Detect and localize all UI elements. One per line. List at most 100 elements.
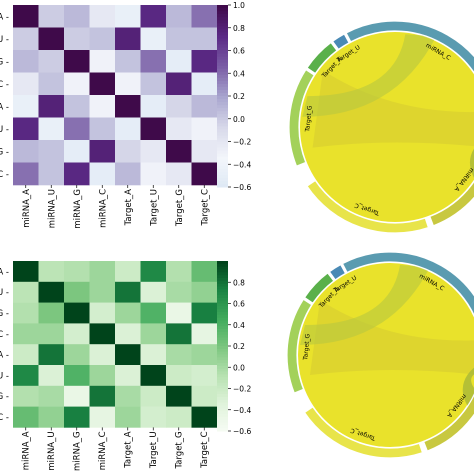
col-tick-label: miRNA_C bbox=[98, 189, 108, 228]
heatmap-cell bbox=[140, 117, 167, 141]
heatmap-cell bbox=[115, 344, 141, 366]
heatmap-cell bbox=[166, 72, 192, 96]
colorbar-segment bbox=[217, 411, 228, 415]
colorbar-segment bbox=[217, 141, 228, 146]
colorbar-segment bbox=[217, 156, 228, 161]
chord-segment-label: Target_G bbox=[302, 333, 312, 361]
heatmap-cell bbox=[38, 162, 65, 186]
chord-segment-arc bbox=[341, 251, 474, 317]
row-tick-label: Target_G - bbox=[0, 147, 9, 157]
colorbar-segment bbox=[217, 388, 228, 392]
colorbar-segment bbox=[217, 360, 228, 364]
heatmap-cell bbox=[166, 385, 192, 407]
heatmap-cell bbox=[140, 5, 167, 28]
heatmap-cell bbox=[64, 72, 90, 96]
colorbar-segment bbox=[217, 405, 228, 409]
row-tick-label: Target_G - bbox=[0, 392, 9, 402]
heatmap-cell bbox=[115, 50, 141, 73]
chord-ribbon bbox=[469, 148, 474, 178]
colorbar-segment bbox=[217, 340, 228, 344]
heatmap-cell bbox=[64, 5, 90, 28]
colorbar-segment bbox=[217, 425, 228, 429]
colorbar-segment bbox=[217, 83, 228, 88]
colorbar-segment bbox=[217, 86, 228, 91]
colorbar-segment bbox=[217, 414, 228, 418]
heatmap-cell bbox=[140, 344, 167, 366]
chord-segment-arc bbox=[288, 68, 316, 167]
colorbar-segment bbox=[217, 312, 228, 316]
row-tick-label: Target_A - bbox=[0, 102, 9, 112]
colorbar-segment bbox=[217, 357, 228, 361]
colorbar-segment bbox=[217, 297, 228, 302]
col-tick-label: Target_U bbox=[149, 431, 159, 469]
row-tick-label: miRNA_G - bbox=[0, 57, 9, 67]
heatmap-cell bbox=[38, 117, 65, 141]
heatmap-cell bbox=[140, 95, 167, 118]
heatmap-cell bbox=[191, 385, 218, 407]
heatmap-cell bbox=[115, 365, 141, 387]
colorbar-segment bbox=[217, 331, 228, 336]
colorbar-segment bbox=[217, 120, 228, 124]
heatmap-cell bbox=[89, 344, 116, 366]
heatmap-cell bbox=[166, 365, 192, 387]
chord-ribbon bbox=[302, 34, 437, 117]
colorbar-segment bbox=[217, 29, 228, 33]
chord-segment-label: Target_G bbox=[304, 105, 314, 133]
heatmap-cell bbox=[191, 281, 218, 303]
colorbar-segment bbox=[217, 394, 228, 398]
colorbar-segment bbox=[217, 295, 228, 299]
heatmap-cell bbox=[89, 406, 116, 428]
heatmap-cell bbox=[38, 344, 65, 366]
colorbar-tick-label: 0.0 bbox=[233, 115, 245, 124]
colorbar-tick-label: −0.4 bbox=[233, 160, 251, 169]
heatmap-cell bbox=[89, 365, 116, 387]
colorbar-segment bbox=[217, 47, 228, 51]
heatmap-cell bbox=[64, 365, 90, 387]
colorbar-segment bbox=[217, 26, 228, 30]
colorbar-tick-label: 0.2 bbox=[233, 92, 245, 101]
colorbar-tick-label: 0.4 bbox=[233, 69, 245, 78]
colorbar-segment bbox=[217, 105, 228, 109]
heatmap-cell bbox=[166, 323, 192, 345]
colorbar-segment bbox=[217, 20, 228, 24]
colorbar-segment bbox=[217, 280, 228, 285]
chord-ribbon bbox=[312, 70, 474, 148]
colorbar-segment bbox=[217, 62, 228, 67]
heatmap-green: miRNA_A - miRNA_U - miRNA_G - miRNA_C - Targ… bbox=[0, 261, 218, 471]
heatmap-cell bbox=[13, 281, 39, 303]
row-tick-label: Target_C - bbox=[0, 413, 9, 423]
colorbar-segment bbox=[217, 38, 228, 42]
chord-segment-arc bbox=[306, 41, 338, 75]
colorbar-segment bbox=[217, 300, 228, 304]
heatmap-cell bbox=[140, 281, 167, 303]
heatmap-cell bbox=[191, 140, 218, 163]
heatmap-cell bbox=[89, 385, 116, 407]
colorbar-segment bbox=[217, 74, 228, 79]
heatmap-cell bbox=[38, 50, 65, 73]
colorbar-segment bbox=[217, 65, 228, 70]
row-tick-label: miRNA_U - bbox=[0, 35, 9, 45]
colorbar-segment bbox=[217, 309, 228, 313]
heatmap-cell bbox=[191, 261, 218, 283]
chord-ribbon bbox=[300, 265, 430, 345]
colorbar-segment bbox=[217, 348, 228, 353]
heatmap-cell bbox=[191, 344, 218, 366]
colorbar-segment bbox=[217, 397, 228, 401]
heatmap-cell bbox=[115, 117, 141, 141]
heatmap-cell bbox=[13, 323, 39, 345]
colorbar-segment bbox=[217, 323, 228, 327]
col-tick-label: miRNA_A bbox=[22, 189, 32, 228]
colorbar-segment bbox=[217, 11, 228, 15]
heatmap-cell bbox=[89, 323, 116, 345]
colorbar-segment bbox=[217, 351, 228, 355]
colorbar-segment bbox=[217, 266, 228, 270]
heatmap-cell bbox=[38, 27, 65, 51]
heatmap-cell bbox=[191, 50, 218, 73]
colorbar-segment bbox=[217, 365, 228, 370]
colorbar-segment bbox=[217, 180, 228, 185]
colorbar-segment bbox=[217, 165, 228, 170]
row-tick-label: miRNA_U - bbox=[0, 288, 9, 298]
heatmap-cell bbox=[166, 281, 192, 303]
colorbar-segment bbox=[217, 363, 228, 367]
heatmap-cell bbox=[89, 162, 116, 186]
